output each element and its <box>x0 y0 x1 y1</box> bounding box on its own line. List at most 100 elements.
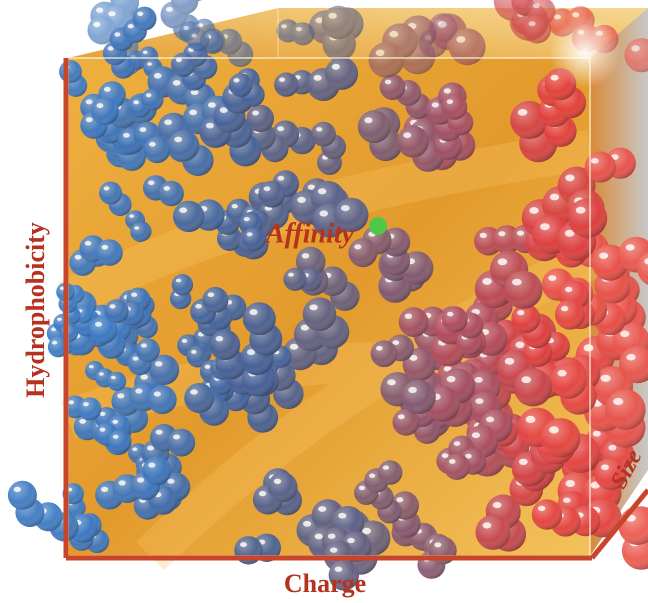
atom-highlight <box>486 416 495 423</box>
axis-edge <box>590 488 648 560</box>
atom-highlight <box>369 473 376 478</box>
molecule <box>348 225 411 276</box>
atom-shade <box>443 453 471 480</box>
atom-shade <box>475 514 511 550</box>
molecule <box>308 5 364 61</box>
atom-shade <box>567 198 608 238</box>
atom-highlight <box>564 229 575 237</box>
atom-shade <box>541 418 581 458</box>
atom-highlight <box>135 388 143 394</box>
atom-shade <box>321 5 356 40</box>
atom-highlight <box>301 253 310 259</box>
molecule <box>311 121 346 175</box>
atom-highlight <box>240 542 247 548</box>
x-axis-label: Charge <box>284 569 366 598</box>
atom-highlight <box>79 419 86 424</box>
atom-shade <box>550 362 587 399</box>
atom-shade <box>142 456 172 486</box>
atom-highlight <box>60 286 65 290</box>
atom-highlight <box>101 486 109 492</box>
atom-highlight <box>475 398 484 404</box>
atom-highlight <box>112 434 119 439</box>
atom-highlight <box>167 478 175 484</box>
atom-shade <box>401 379 436 415</box>
atom-highlight <box>375 49 385 56</box>
atom-highlight <box>155 361 163 367</box>
atom-highlight <box>140 343 147 348</box>
atom-highlight <box>528 21 536 27</box>
molecule <box>306 56 359 101</box>
atom-shade <box>171 274 194 296</box>
atom-highlight <box>99 411 106 416</box>
atom-highlight <box>114 32 121 37</box>
atom-highlight <box>147 62 153 66</box>
atom-shade <box>141 88 164 111</box>
atom-highlight <box>103 86 111 92</box>
atom-highlight <box>437 21 447 28</box>
atom-highlight <box>504 357 515 365</box>
atom-highlight <box>249 309 258 316</box>
atom-highlight <box>392 340 400 345</box>
atom-highlight <box>129 214 135 218</box>
atom-highlight <box>529 207 539 214</box>
atom-shade <box>396 125 429 158</box>
atom-highlight <box>434 542 442 548</box>
atom-highlight <box>153 391 161 397</box>
atom-highlight <box>108 11 116 17</box>
atom-highlight <box>175 57 182 63</box>
center-label: Affinity <box>264 218 355 249</box>
molecule <box>475 494 527 552</box>
molecule <box>169 274 194 310</box>
atom-highlight <box>471 432 480 439</box>
atom-highlight <box>590 158 599 164</box>
atom-highlight <box>625 244 635 251</box>
atom-highlight <box>153 73 162 79</box>
atom-highlight <box>172 80 181 86</box>
molecule <box>179 18 224 53</box>
atom-highlight <box>358 485 366 491</box>
atom-shade <box>522 15 552 44</box>
atom-highlight <box>273 478 282 484</box>
atom-highlight <box>389 30 399 38</box>
atom-highlight <box>479 232 487 238</box>
atom-highlight <box>644 258 648 265</box>
atom-highlight <box>396 497 404 503</box>
atom-shade <box>168 130 200 162</box>
atom-highlight <box>279 77 285 82</box>
atom-highlight <box>375 345 383 351</box>
molecule <box>173 199 225 233</box>
atom-highlight <box>517 310 525 316</box>
molecule <box>379 74 432 120</box>
atom-highlight <box>233 78 240 83</box>
atom-highlight <box>132 356 139 361</box>
molecule <box>85 360 127 391</box>
atom-highlight <box>246 232 253 237</box>
atom-highlight <box>549 193 560 201</box>
atom-highlight <box>303 520 312 527</box>
atom-highlight <box>173 434 180 440</box>
molecule <box>618 236 648 285</box>
atom-highlight <box>516 230 525 236</box>
molecule <box>95 456 172 510</box>
atom-highlight <box>85 99 93 105</box>
atom-highlight <box>277 126 284 132</box>
molecule <box>69 235 123 276</box>
atom-highlight <box>409 354 418 361</box>
atom-shade <box>228 73 253 97</box>
atom-highlight <box>148 180 155 186</box>
atom-highlight <box>408 386 417 394</box>
atom-highlight <box>52 340 58 345</box>
molecule <box>441 306 484 356</box>
atom-shade <box>242 302 276 336</box>
atom-shade <box>7 480 37 510</box>
atom-highlight <box>599 252 609 259</box>
atom-shade <box>143 136 171 164</box>
molecule <box>511 0 556 44</box>
atom-highlight <box>447 311 454 317</box>
atom-highlight <box>397 414 405 420</box>
atom-highlight <box>109 304 116 309</box>
atom-shade <box>605 389 646 430</box>
molecule <box>532 198 608 261</box>
molecule <box>624 38 648 73</box>
atom-shade <box>441 94 468 120</box>
